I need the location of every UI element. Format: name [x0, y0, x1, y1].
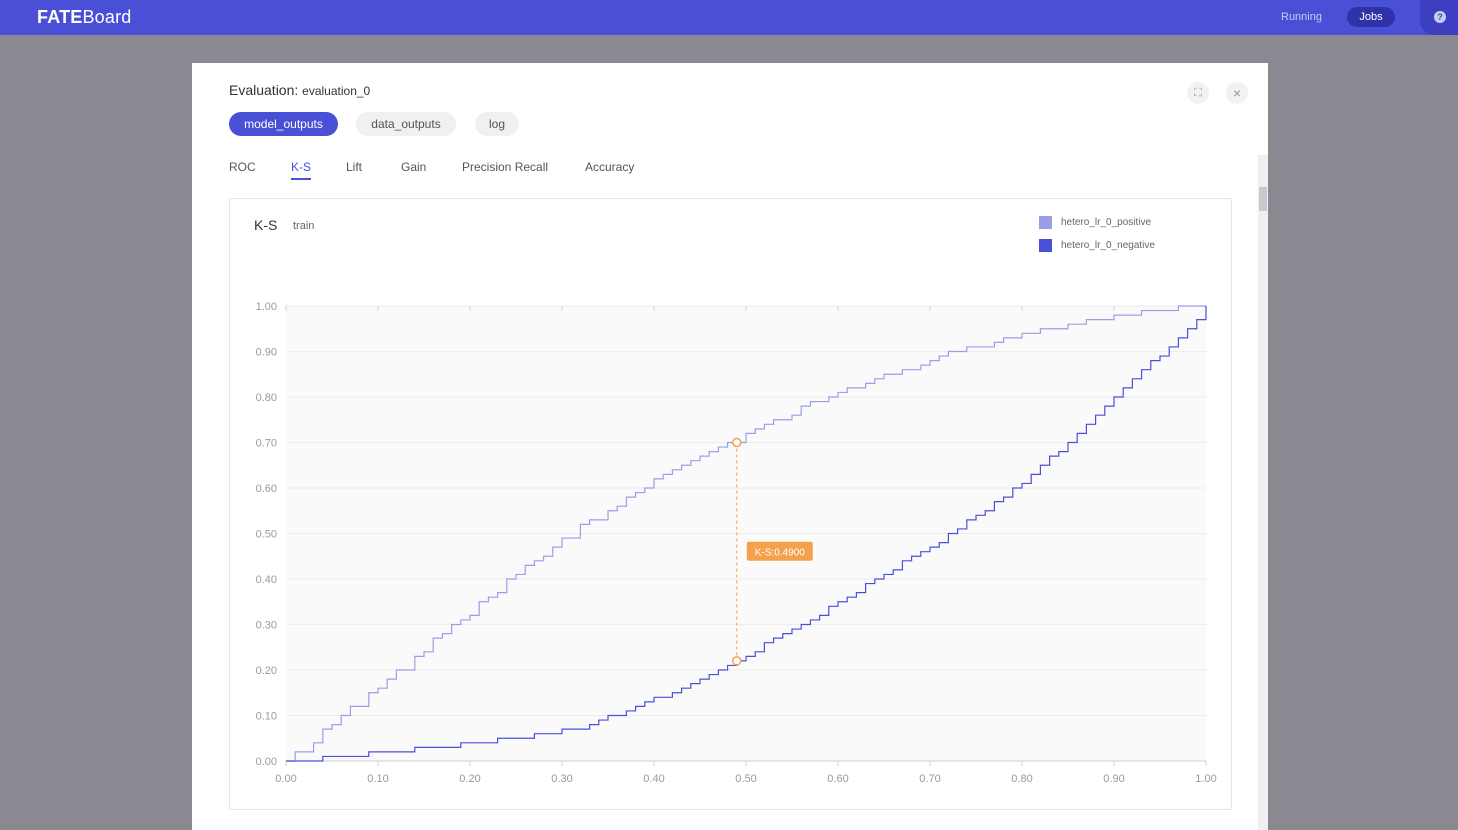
- nav-running-link[interactable]: Running: [1281, 11, 1322, 23]
- y-tick-label: 0.60: [256, 483, 277, 495]
- x-tick-label: 1.00: [1195, 773, 1216, 785]
- scrollbar-thumb[interactable]: [1259, 187, 1267, 211]
- nav-jobs-link[interactable]: Jobs: [1347, 7, 1395, 27]
- tab-ks[interactable]: K-S: [291, 160, 312, 174]
- close-icon[interactable]: ×: [1226, 82, 1248, 104]
- series-line-positive: [286, 305, 1206, 762]
- fullscreen-icon[interactable]: ⛶: [1187, 82, 1209, 104]
- legend-positive[interactable]: hetero_lr_0_positive: [1039, 216, 1151, 229]
- top-navbar: FATEBoard Running Jobs ?: [0, 0, 1458, 35]
- legend-negative[interactable]: hetero_lr_0_negative: [1039, 239, 1155, 252]
- tab-precision-recall[interactable]: Precision Recall: [462, 160, 549, 174]
- component-name: evaluation_0: [302, 84, 371, 98]
- brand-logo[interactable]: FATEBoard: [37, 7, 132, 27]
- ks-label-text: K-S:0.4900: [755, 548, 805, 559]
- x-tick-label: 0.30: [551, 773, 572, 785]
- y-tick-label: 0.30: [256, 620, 277, 632]
- tab-lift[interactable]: Lift: [346, 160, 363, 174]
- series-line-negative: [286, 306, 1207, 762]
- active-tab-indicator: [291, 178, 311, 180]
- modal-title: Evaluation: evaluation_0: [229, 82, 371, 98]
- help-icon[interactable]: ?: [1434, 11, 1446, 23]
- y-tick-label: 0.70: [256, 438, 277, 450]
- x-tick-label: 0.40: [643, 773, 664, 785]
- x-tick-label: 0.10: [367, 773, 388, 785]
- tab-roc[interactable]: ROC: [229, 160, 256, 174]
- ks-label-box: [746, 541, 813, 561]
- y-tick-label: 0.50: [256, 529, 277, 541]
- chart-title: K-S: [254, 217, 278, 233]
- tab-gain[interactable]: Gain: [401, 160, 427, 174]
- legend-swatch-negative: [1039, 239, 1052, 252]
- ks-chart-card: K-S train hetero_lr_0_positive hetero_lr…: [229, 198, 1232, 810]
- y-tick-label: 0.10: [256, 711, 277, 723]
- x-tick-label: 0.60: [827, 773, 848, 785]
- x-tick-label: 0.50: [735, 773, 756, 785]
- y-tick-label: 0.80: [256, 392, 277, 404]
- pill-model-outputs[interactable]: model_outputs: [229, 112, 338, 136]
- y-tick-label: 1.00: [256, 301, 277, 313]
- tab-accuracy[interactable]: Accuracy: [585, 160, 635, 174]
- y-tick-label: 0.40: [256, 574, 277, 586]
- evaluation-modal: Evaluation: evaluation_0 ⛶ × model_outpu…: [192, 63, 1268, 830]
- y-tick-label: 0.00: [256, 756, 277, 768]
- x-tick-label: 0.00: [275, 773, 296, 785]
- ks-marker-top-point: [732, 437, 742, 448]
- legend-swatch-positive: [1039, 216, 1052, 229]
- scrollbar-track[interactable]: [1258, 155, 1268, 830]
- x-tick-label: 0.70: [919, 773, 940, 785]
- x-tick-label: 0.80: [1011, 773, 1032, 785]
- chart-subtitle: train: [293, 220, 315, 232]
- y-tick-label: 0.90: [256, 347, 277, 359]
- pill-data-outputs[interactable]: data_outputs: [356, 112, 456, 136]
- pill-log[interactable]: log: [475, 112, 519, 136]
- x-tick-label: 0.20: [459, 773, 480, 785]
- ks-marker-bottom-point: [732, 656, 742, 666]
- y-tick-label: 0.20: [256, 665, 277, 677]
- x-tick-label: 0.90: [1103, 773, 1124, 785]
- ks-chart-svg: 0.00 0.10 0.20 0.30 0.40 0.50 0.60 0.70 0.80 0.90…: [256, 301, 1217, 785]
